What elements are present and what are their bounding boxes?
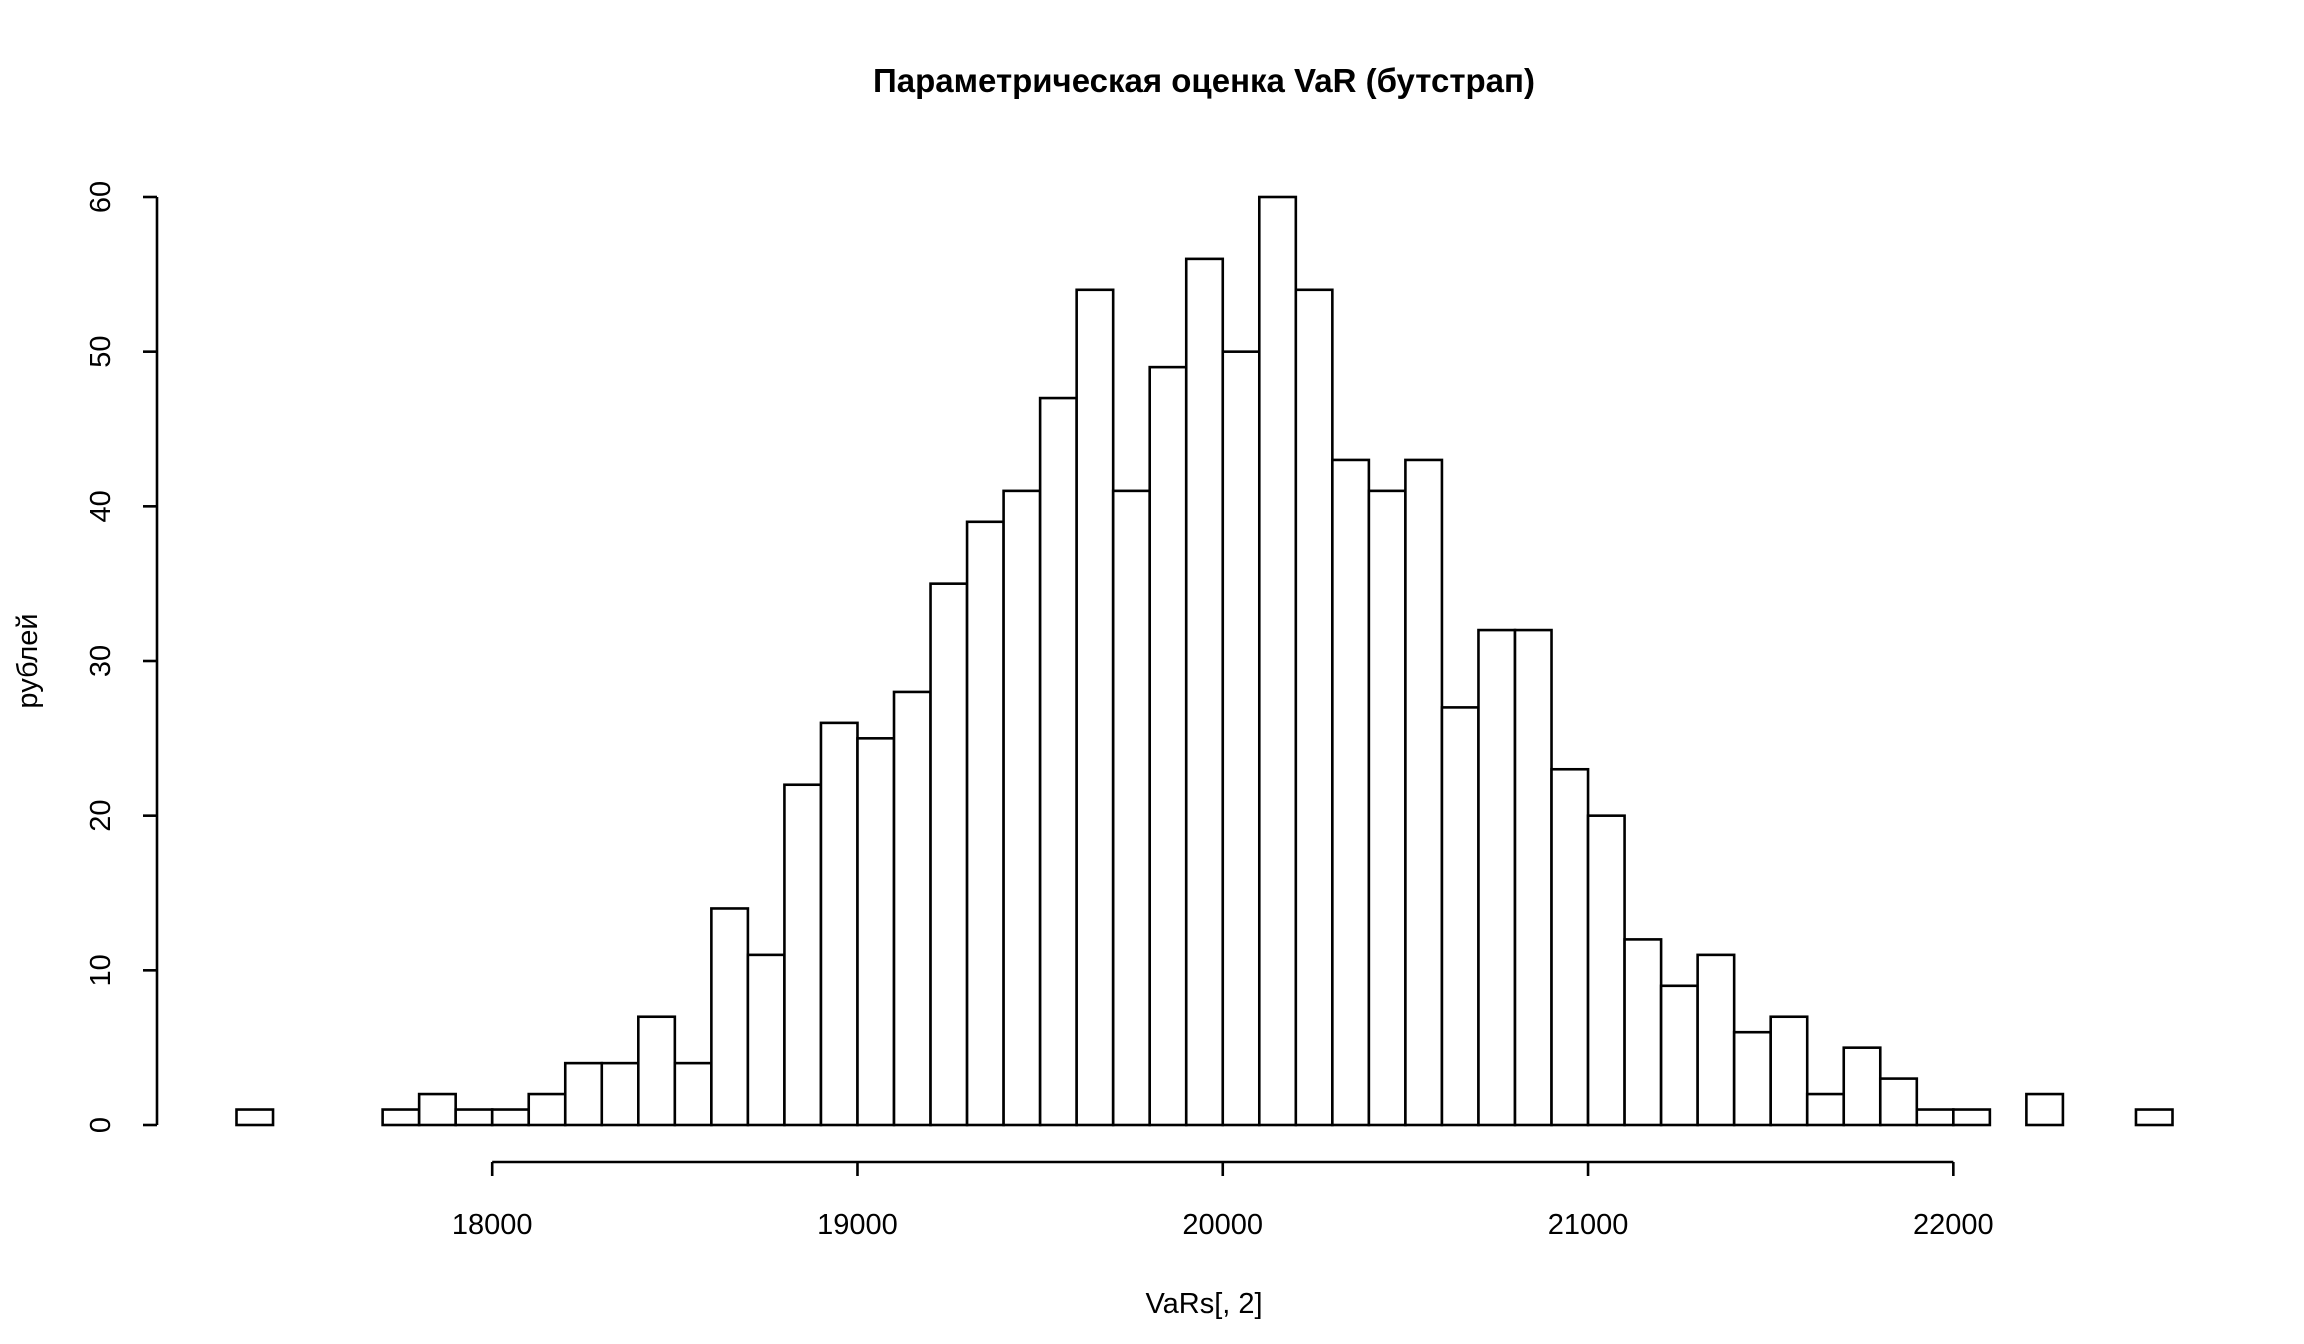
x-tick-label: 18000: [452, 1209, 533, 1241]
y-tick-label: 20: [85, 800, 117, 832]
histogram-bar: [1477, 628, 1517, 1127]
histogram-bar: [2025, 1092, 2065, 1127]
y-axis: 0 10 20 30 40 50 60: [85, 181, 159, 1133]
chart-title: Параметрическая оценка VaR (бутстрап): [873, 62, 1535, 99]
histogram-bar: [710, 907, 750, 1127]
x-axis: 18000 19000 20000 21000 22000: [452, 1160, 1994, 1241]
histogram-bar: [1842, 1046, 1882, 1127]
histogram-bar: [1075, 288, 1115, 1127]
histogram-bar: [1732, 1030, 1772, 1127]
histogram-bar: [1586, 814, 1626, 1127]
histogram-bar: [673, 1061, 713, 1127]
histogram-bar: [1550, 767, 1590, 1127]
histogram-bar: [1769, 1015, 1809, 1127]
histogram-bar: [381, 1108, 421, 1127]
histogram-bar: [1878, 1077, 1919, 1127]
histogram-bar: [1111, 489, 1152, 1127]
histogram-bar: [1696, 953, 1736, 1127]
histogram-bar: [1367, 489, 1407, 1127]
histogram-bar: [563, 1061, 604, 1127]
histogram-bar: [454, 1108, 494, 1127]
histogram-bar: [1915, 1108, 1955, 1127]
histogram-bar: [965, 520, 1005, 1127]
bars-group: [235, 195, 2174, 1127]
histogram-bar: [819, 721, 859, 1127]
histogram-bar: [1659, 984, 1699, 1127]
histogram-bar: [1038, 396, 1078, 1127]
x-tick-label: 21000: [1548, 1209, 1629, 1241]
histogram-bar: [929, 582, 969, 1127]
histogram-bar: [527, 1092, 567, 1127]
histogram-bar: [1257, 195, 1298, 1127]
histogram-bar: [637, 1015, 677, 1127]
histogram-bar: [1221, 350, 1261, 1127]
y-tick-label: 10: [85, 954, 117, 986]
histogram-bar: [235, 1108, 275, 1127]
histogram-bar: [490, 1108, 531, 1127]
y-tick-label: 0: [85, 1117, 117, 1133]
y-tick-label: 60: [85, 181, 117, 213]
histogram-bar: [856, 737, 896, 1127]
histogram-bar: [1148, 365, 1188, 1127]
histogram-bar: [892, 690, 932, 1127]
histogram-bar: [1513, 628, 1553, 1127]
y-tick-label: 40: [85, 490, 117, 522]
histogram-bar: [1623, 938, 1663, 1127]
histogram-bar: [783, 783, 823, 1127]
histogram-bar: [1952, 1108, 1992, 1127]
histogram-bar: [600, 1061, 640, 1127]
histogram-bar: [1440, 706, 1480, 1127]
histogram-bar: [1184, 257, 1225, 1127]
histogram-bar: [2134, 1108, 2174, 1127]
histogram-bar: [1805, 1092, 1846, 1127]
histogram-bar: [1331, 458, 1371, 1127]
histogram-bar: [746, 953, 786, 1127]
x-tick-label: 19000: [817, 1209, 898, 1241]
x-tick-label: 20000: [1182, 1209, 1263, 1241]
x-axis-label: VaRs[, 2]: [1145, 1288, 1262, 1320]
histogram-bar: [417, 1092, 457, 1127]
y-tick-label: 30: [85, 645, 117, 677]
histogram-bar: [1294, 288, 1334, 1127]
y-axis-label: рублей: [12, 613, 44, 708]
x-tick-label: 22000: [1913, 1209, 1994, 1241]
y-tick-label: 50: [85, 336, 117, 368]
histogram-bar: [1404, 458, 1444, 1127]
histogram-bar: [1002, 489, 1042, 1127]
